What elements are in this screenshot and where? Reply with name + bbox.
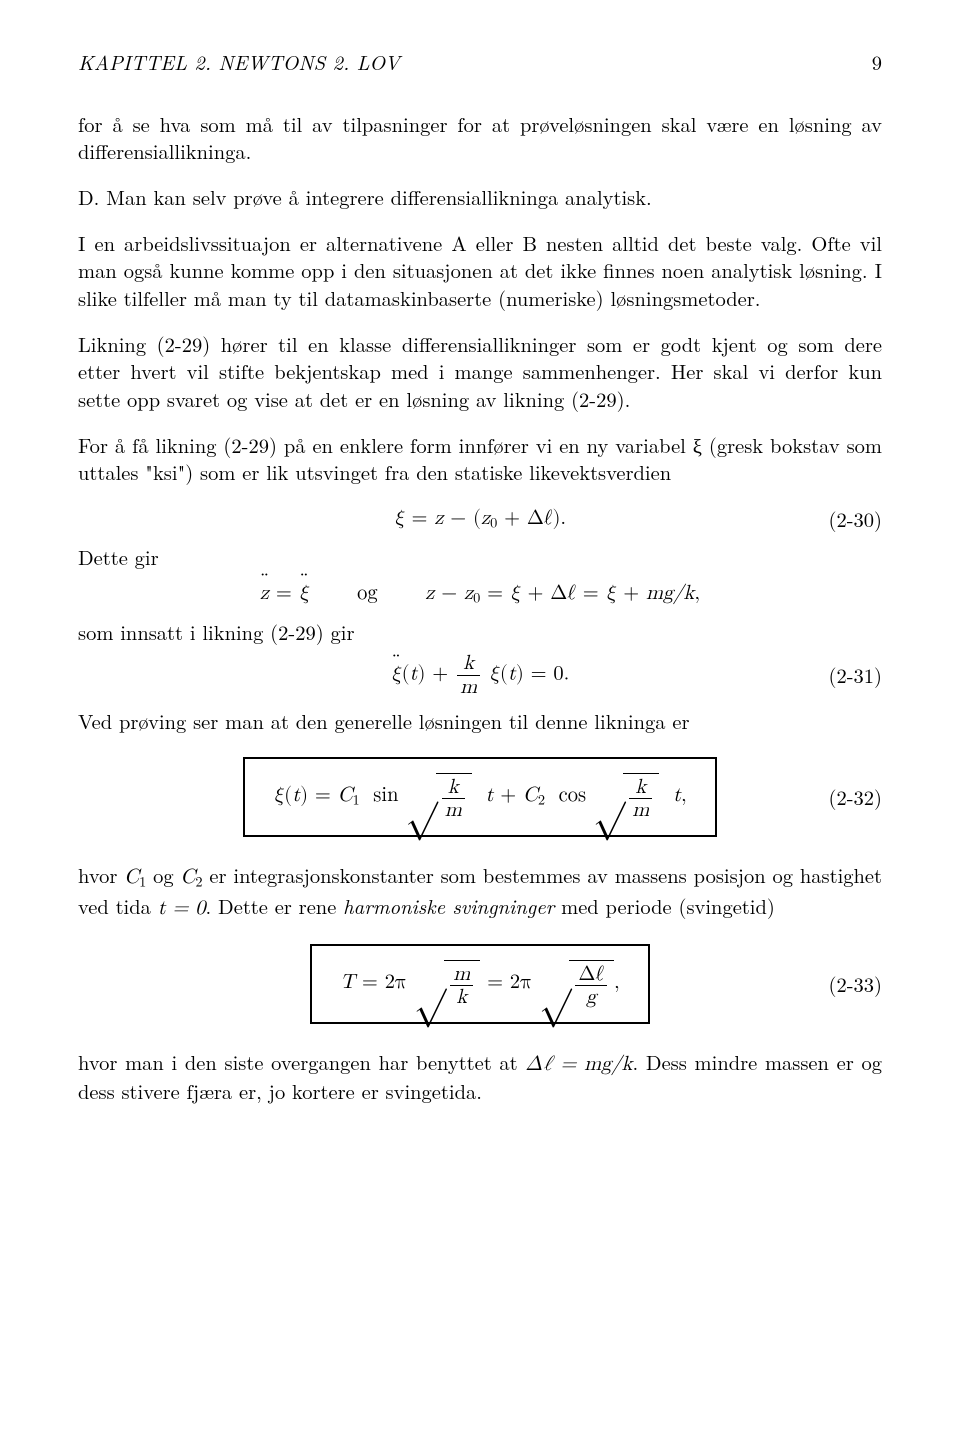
equation-2-31: ξ(t) + k m ξ(t) = 0. (2-31) (78, 653, 882, 697)
p8-d: . Dette er rene (206, 891, 344, 920)
equation-2-32-box: ξ(t) = C1 sin √ k m t + C2 cos (243, 757, 716, 837)
eq32-t2: t (485, 784, 493, 805)
paragraph-1a: for å se hva som må til av tilpasninger … (78, 110, 882, 165)
eq32-m1: m (442, 798, 465, 821)
eq32-k1: k (442, 777, 465, 799)
eq32-C1: C (338, 784, 353, 805)
eq32-sin: sin (373, 784, 398, 805)
eq30-z0: z (481, 507, 490, 528)
eq30-lhs: ξ (394, 507, 405, 528)
eq30-z0-sub: 0 (490, 516, 497, 531)
equation-2-33: T = 2π √ m k = 2π √ (78, 944, 882, 1024)
eq31-frac: k m (457, 653, 480, 697)
eq31-m: m (457, 675, 480, 698)
eq33-sqrt2: √ Δℓ g (539, 960, 614, 1008)
equation-2-33-number: (2-33) (828, 970, 882, 998)
equation-2-30-number: (2-30) (828, 505, 882, 533)
eq32-m2: m (629, 798, 652, 821)
p8-b: og (146, 860, 180, 889)
equation-2-30-body: ξ = z − (z0 + Δℓ). (394, 504, 566, 533)
equation-2-30: ξ = z − (z0 + Δℓ). (2-30) (78, 504, 882, 533)
p9-a: hvor man i den siste overgangen har beny… (78, 1047, 525, 1076)
eq32-C2sub: 2 (538, 793, 545, 808)
eq30-dl: Δℓ (527, 507, 553, 528)
xiddot: ξ (299, 579, 310, 607)
page: KAPITTEL 2. NEWTONS 2. LOV 9 for å se hv… (0, 0, 960, 1444)
eq32-C2: C (523, 784, 538, 805)
paragraph-8: hvor C1 og C2 er integrasjonskonstanter … (78, 861, 882, 922)
running-title: KAPITTEL 2. NEWTONS 2. LOV (78, 48, 400, 76)
mid-z0: z (464, 582, 473, 603)
eq33-2pi-2: 2π (510, 971, 532, 992)
eq32-sqrt2: √ k m (593, 773, 660, 821)
eq33-m: m (450, 964, 473, 986)
p8-t0: t = 0 (158, 897, 206, 918)
mid-mgk: mg/k (646, 582, 694, 603)
equation-2-33-body: T = 2π √ m k = 2π √ (340, 971, 619, 992)
eq32-cos: cos (559, 784, 586, 805)
eq31-t2: t (508, 663, 516, 684)
eq31-zero: 0 (553, 663, 563, 684)
paragraph-9: hvor man i den siste overgangen har beny… (78, 1048, 882, 1105)
mid-xi2: ξ (606, 582, 617, 603)
equation-2-32-body: ξ(t) = C1 sin √ k m t + C2 cos (273, 784, 686, 805)
p8-C2: C (181, 866, 196, 887)
page-number: 9 (872, 48, 882, 76)
p9-dlmgk: Δℓ = mg/k (525, 1053, 632, 1074)
eq31-k: k (457, 653, 480, 675)
equation-middle: z = ξ og z − z0 = ξ + Δℓ = ξ + mg/k, (78, 579, 882, 608)
eq32-t: t (292, 784, 300, 805)
zddot: z (260, 579, 269, 607)
mid-z: z (425, 582, 434, 603)
eq32-C1sub: 1 (353, 793, 360, 808)
paragraph-2: I en arbeidslivssituajon er alternativen… (78, 229, 882, 312)
paragraph-3: Likning (2-29) hører til en klasse diffe… (78, 330, 882, 413)
eq32-k2: k (629, 777, 652, 799)
eq33-dl: Δℓ (575, 964, 607, 986)
eq32-xi: ξ (273, 784, 284, 805)
og-text: og (357, 582, 378, 603)
p8-f: med periode (svingetid) (554, 891, 775, 920)
eq33-2pi-1: 2π (385, 971, 407, 992)
running-header: KAPITTEL 2. NEWTONS 2. LOV 9 (78, 48, 882, 76)
paragraph-7: Ved prøving ser man at den generelle løs… (78, 707, 882, 735)
eq32-t3: t (673, 784, 681, 805)
mid-xi1: ξ (510, 582, 521, 603)
equation-2-33-box: T = 2π √ m k = 2π √ (310, 944, 649, 1024)
paragraph-1b: D. Man kan selv prøve å integrere differ… (78, 183, 882, 211)
eq33-T: T (340, 971, 355, 992)
p8-C1: C (124, 866, 139, 887)
p8-a: hvor (78, 860, 124, 889)
eq30-z: z (434, 507, 443, 528)
paragraph-6: som innsatt i likning (2-29) gir (78, 618, 882, 646)
eq31-t1: t (410, 663, 418, 684)
equation-2-32-number: (2-32) (828, 783, 882, 811)
paragraph-5: Dette gir (78, 543, 882, 571)
paragraph-4: For å få likning (2-29) på en enklere fo… (78, 431, 882, 486)
p8-e: harmoniske svingninger (343, 891, 554, 920)
equation-2-32: ξ(t) = C1 sin √ k m t + C2 cos (78, 757, 882, 837)
equation-middle-body: z = ξ og z − z0 = ξ + Δℓ = ξ + mg/k, (260, 579, 700, 608)
equation-2-31-number: (2-31) (828, 661, 882, 689)
eq33-g: g (575, 985, 607, 1008)
equation-2-31-body: ξ(t) + k m ξ(t) = 0. (391, 653, 570, 697)
eq31-xi2: ξ (489, 663, 500, 684)
mid-z0-sub: 0 (473, 590, 480, 605)
eq32-sqrt1: √ k m (405, 773, 472, 821)
eq31-xi-ddot: ξ (391, 660, 402, 688)
eq33-k: k (450, 985, 473, 1008)
mid-dl: Δℓ (550, 582, 576, 603)
eq33-sqrt1: √ m k (414, 960, 481, 1008)
